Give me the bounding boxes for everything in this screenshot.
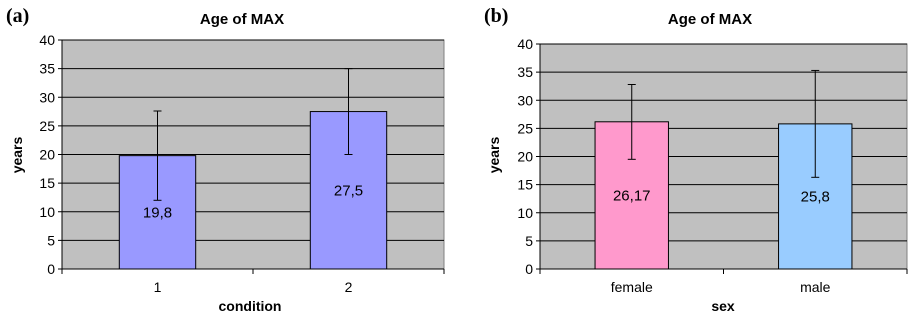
chart-title: Age of MAX — [668, 11, 752, 28]
y-tick-label: 5 — [525, 233, 533, 249]
chart-title: Age of MAX — [200, 11, 284, 28]
y-tick-label: 5 — [47, 232, 55, 248]
chart-panel-a: (a) Age of MAX 0 5 10 15 20 25 30 35 40 19,8 1 27,5 2 c… — [6, 5, 445, 314]
data-label: 25,8 — [801, 188, 830, 205]
data-label: 19,8 — [143, 204, 172, 221]
data-label: 27,5 — [334, 182, 363, 199]
y-tick-label: 35 — [39, 61, 55, 77]
x-tick-label: 1 — [154, 279, 162, 295]
panel-label: (b) — [484, 5, 508, 27]
y-tick-label: 25 — [39, 118, 55, 134]
y-tick-label: 40 — [517, 36, 533, 52]
y-axis-title: years — [486, 136, 502, 173]
x-tick-label: 2 — [345, 279, 353, 295]
chart-panel-b: (b) Age of MAX 0 5 10 15 20 25 30 35 40 26,17 female… — [484, 5, 908, 314]
y-tick-label: 10 — [39, 204, 55, 220]
y-tick-label: 30 — [39, 89, 55, 105]
y-tick-label: 35 — [517, 64, 533, 80]
x-axis-title: sex — [711, 298, 735, 314]
x-tick-label: female — [611, 279, 653, 295]
y-tick-label: 10 — [517, 205, 533, 221]
y-tick-label: 20 — [39, 147, 55, 163]
y-tick-label: 15 — [39, 175, 55, 191]
y-tick-label: 40 — [39, 32, 55, 48]
y-tick-label: 15 — [517, 177, 533, 193]
y-tick-label: 20 — [517, 149, 533, 165]
y-tick-label: 30 — [517, 92, 533, 108]
y-tick-label: 0 — [525, 261, 533, 277]
y-tick-label: 25 — [517, 120, 533, 136]
x-tick-label: male — [800, 279, 831, 295]
y-tick-label: 0 — [47, 261, 55, 277]
panel-label: (a) — [6, 5, 29, 27]
y-axis-title: years — [9, 136, 25, 173]
x-axis-title: condition — [219, 298, 282, 314]
data-label: 26,17 — [613, 187, 651, 204]
